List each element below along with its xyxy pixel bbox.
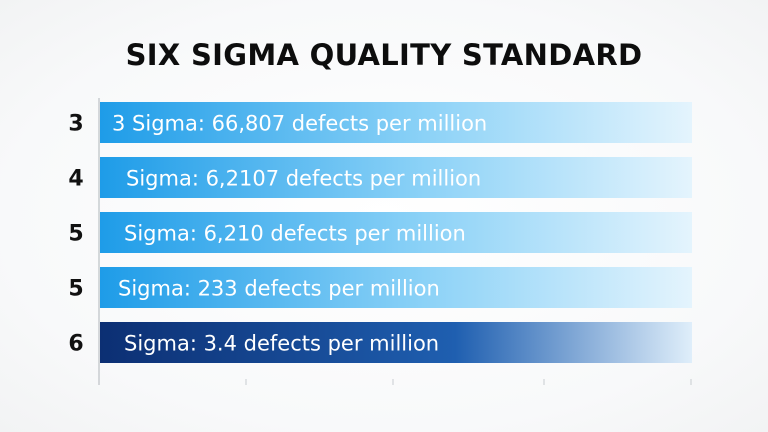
chart-title: SIX SIGMA QUALITY STANDARD: [125, 38, 643, 72]
bar: [100, 322, 692, 363]
category-tick-label: 5: [68, 222, 83, 247]
bar: [100, 212, 692, 253]
bar: [100, 267, 692, 308]
bar-data-label: 3 Sigma: 66,807 defects per million: [112, 112, 487, 136]
bar-data-label: Sigma: 6,210 defects per million: [124, 222, 466, 246]
bar-data-label: Sigma: 3.4 defects per million: [124, 332, 439, 356]
bar-data-label: Sigma: 6,2107 defects per million: [126, 167, 481, 191]
category-tick-label: 6: [68, 332, 83, 357]
category-tick-label: 3: [68, 112, 83, 137]
bar: [100, 102, 692, 143]
category-tick-label: 5: [68, 277, 83, 302]
bar: [100, 157, 692, 198]
category-tick-label: 4: [68, 167, 83, 192]
bar-data-label: Sigma: 233 defects per million: [118, 277, 440, 301]
